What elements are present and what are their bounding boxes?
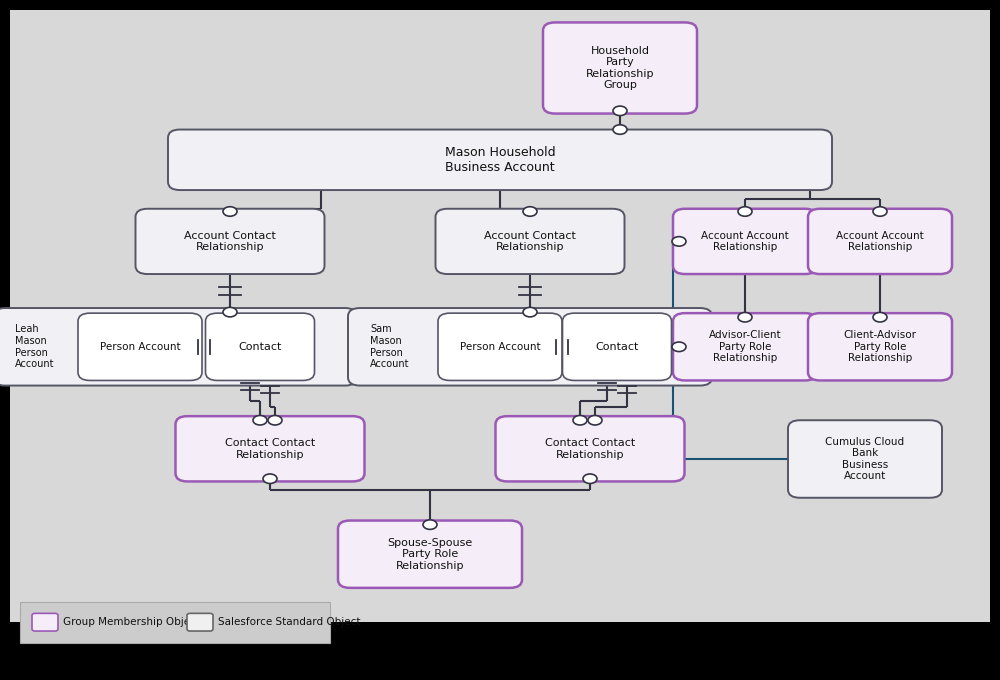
Circle shape (268, 415, 282, 425)
FancyBboxPatch shape (78, 313, 202, 381)
FancyBboxPatch shape (673, 209, 817, 274)
Text: Account Contact
Relationship: Account Contact Relationship (184, 231, 276, 252)
Text: Account Account
Relationship: Account Account Relationship (701, 231, 789, 252)
FancyBboxPatch shape (176, 416, 364, 481)
Circle shape (523, 307, 537, 317)
FancyBboxPatch shape (187, 613, 213, 631)
FancyBboxPatch shape (32, 613, 58, 631)
Text: Spouse-Spouse
Party Role
Relationship: Spouse-Spouse Party Role Relationship (387, 538, 473, 571)
FancyBboxPatch shape (495, 416, 684, 481)
Circle shape (223, 207, 237, 216)
FancyBboxPatch shape (206, 313, 314, 381)
FancyBboxPatch shape (338, 521, 522, 588)
Text: Group Membership Object: Group Membership Object (63, 617, 200, 627)
Circle shape (672, 342, 686, 352)
Text: Cumulus Cloud
Bank
Business
Account: Cumulus Cloud Bank Business Account (825, 437, 905, 481)
Circle shape (523, 207, 537, 216)
FancyBboxPatch shape (438, 313, 562, 381)
FancyBboxPatch shape (808, 313, 952, 381)
FancyBboxPatch shape (136, 209, 324, 274)
Circle shape (583, 474, 597, 483)
FancyBboxPatch shape (562, 313, 672, 381)
Text: Contact: Contact (238, 342, 282, 352)
Circle shape (738, 313, 752, 322)
Circle shape (672, 237, 686, 246)
Circle shape (613, 125, 627, 134)
FancyBboxPatch shape (673, 313, 817, 381)
Circle shape (253, 415, 267, 425)
Text: Sam
Mason
Person
Account: Sam Mason Person Account (370, 324, 410, 369)
Text: Person Account: Person Account (460, 342, 540, 352)
Text: Contact Contact
Relationship: Contact Contact Relationship (225, 438, 315, 460)
Circle shape (873, 207, 887, 216)
Circle shape (573, 415, 587, 425)
Circle shape (588, 415, 602, 425)
FancyBboxPatch shape (10, 10, 990, 622)
Circle shape (223, 307, 237, 317)
Circle shape (613, 106, 627, 116)
FancyBboxPatch shape (788, 420, 942, 498)
Text: Contact: Contact (595, 342, 639, 352)
Text: Contact Contact
Relationship: Contact Contact Relationship (545, 438, 635, 460)
Circle shape (263, 474, 277, 483)
FancyBboxPatch shape (543, 22, 697, 114)
FancyBboxPatch shape (20, 602, 330, 643)
FancyBboxPatch shape (436, 209, 624, 274)
Text: Account Contact
Relationship: Account Contact Relationship (484, 231, 576, 252)
Circle shape (873, 313, 887, 322)
Text: Advisor-Client
Party Role
Relationship: Advisor-Client Party Role Relationship (709, 330, 781, 363)
FancyBboxPatch shape (348, 308, 712, 386)
Text: Account Account
Relationship: Account Account Relationship (836, 231, 924, 252)
Circle shape (423, 520, 437, 529)
Text: Salesforce Standard Object: Salesforce Standard Object (218, 617, 360, 627)
FancyBboxPatch shape (808, 209, 952, 274)
Text: Leah
Mason
Person
Account: Leah Mason Person Account (15, 324, 54, 369)
Text: Client-Advisor
Party Role
Relationship: Client-Advisor Party Role Relationship (844, 330, 916, 363)
FancyBboxPatch shape (168, 129, 832, 190)
Text: Mason Household
Business Account: Mason Household Business Account (445, 146, 555, 174)
Circle shape (738, 207, 752, 216)
Text: Household
Party
Relationship
Group: Household Party Relationship Group (586, 46, 654, 90)
Text: Person Account: Person Account (100, 342, 180, 352)
FancyBboxPatch shape (0, 308, 357, 386)
